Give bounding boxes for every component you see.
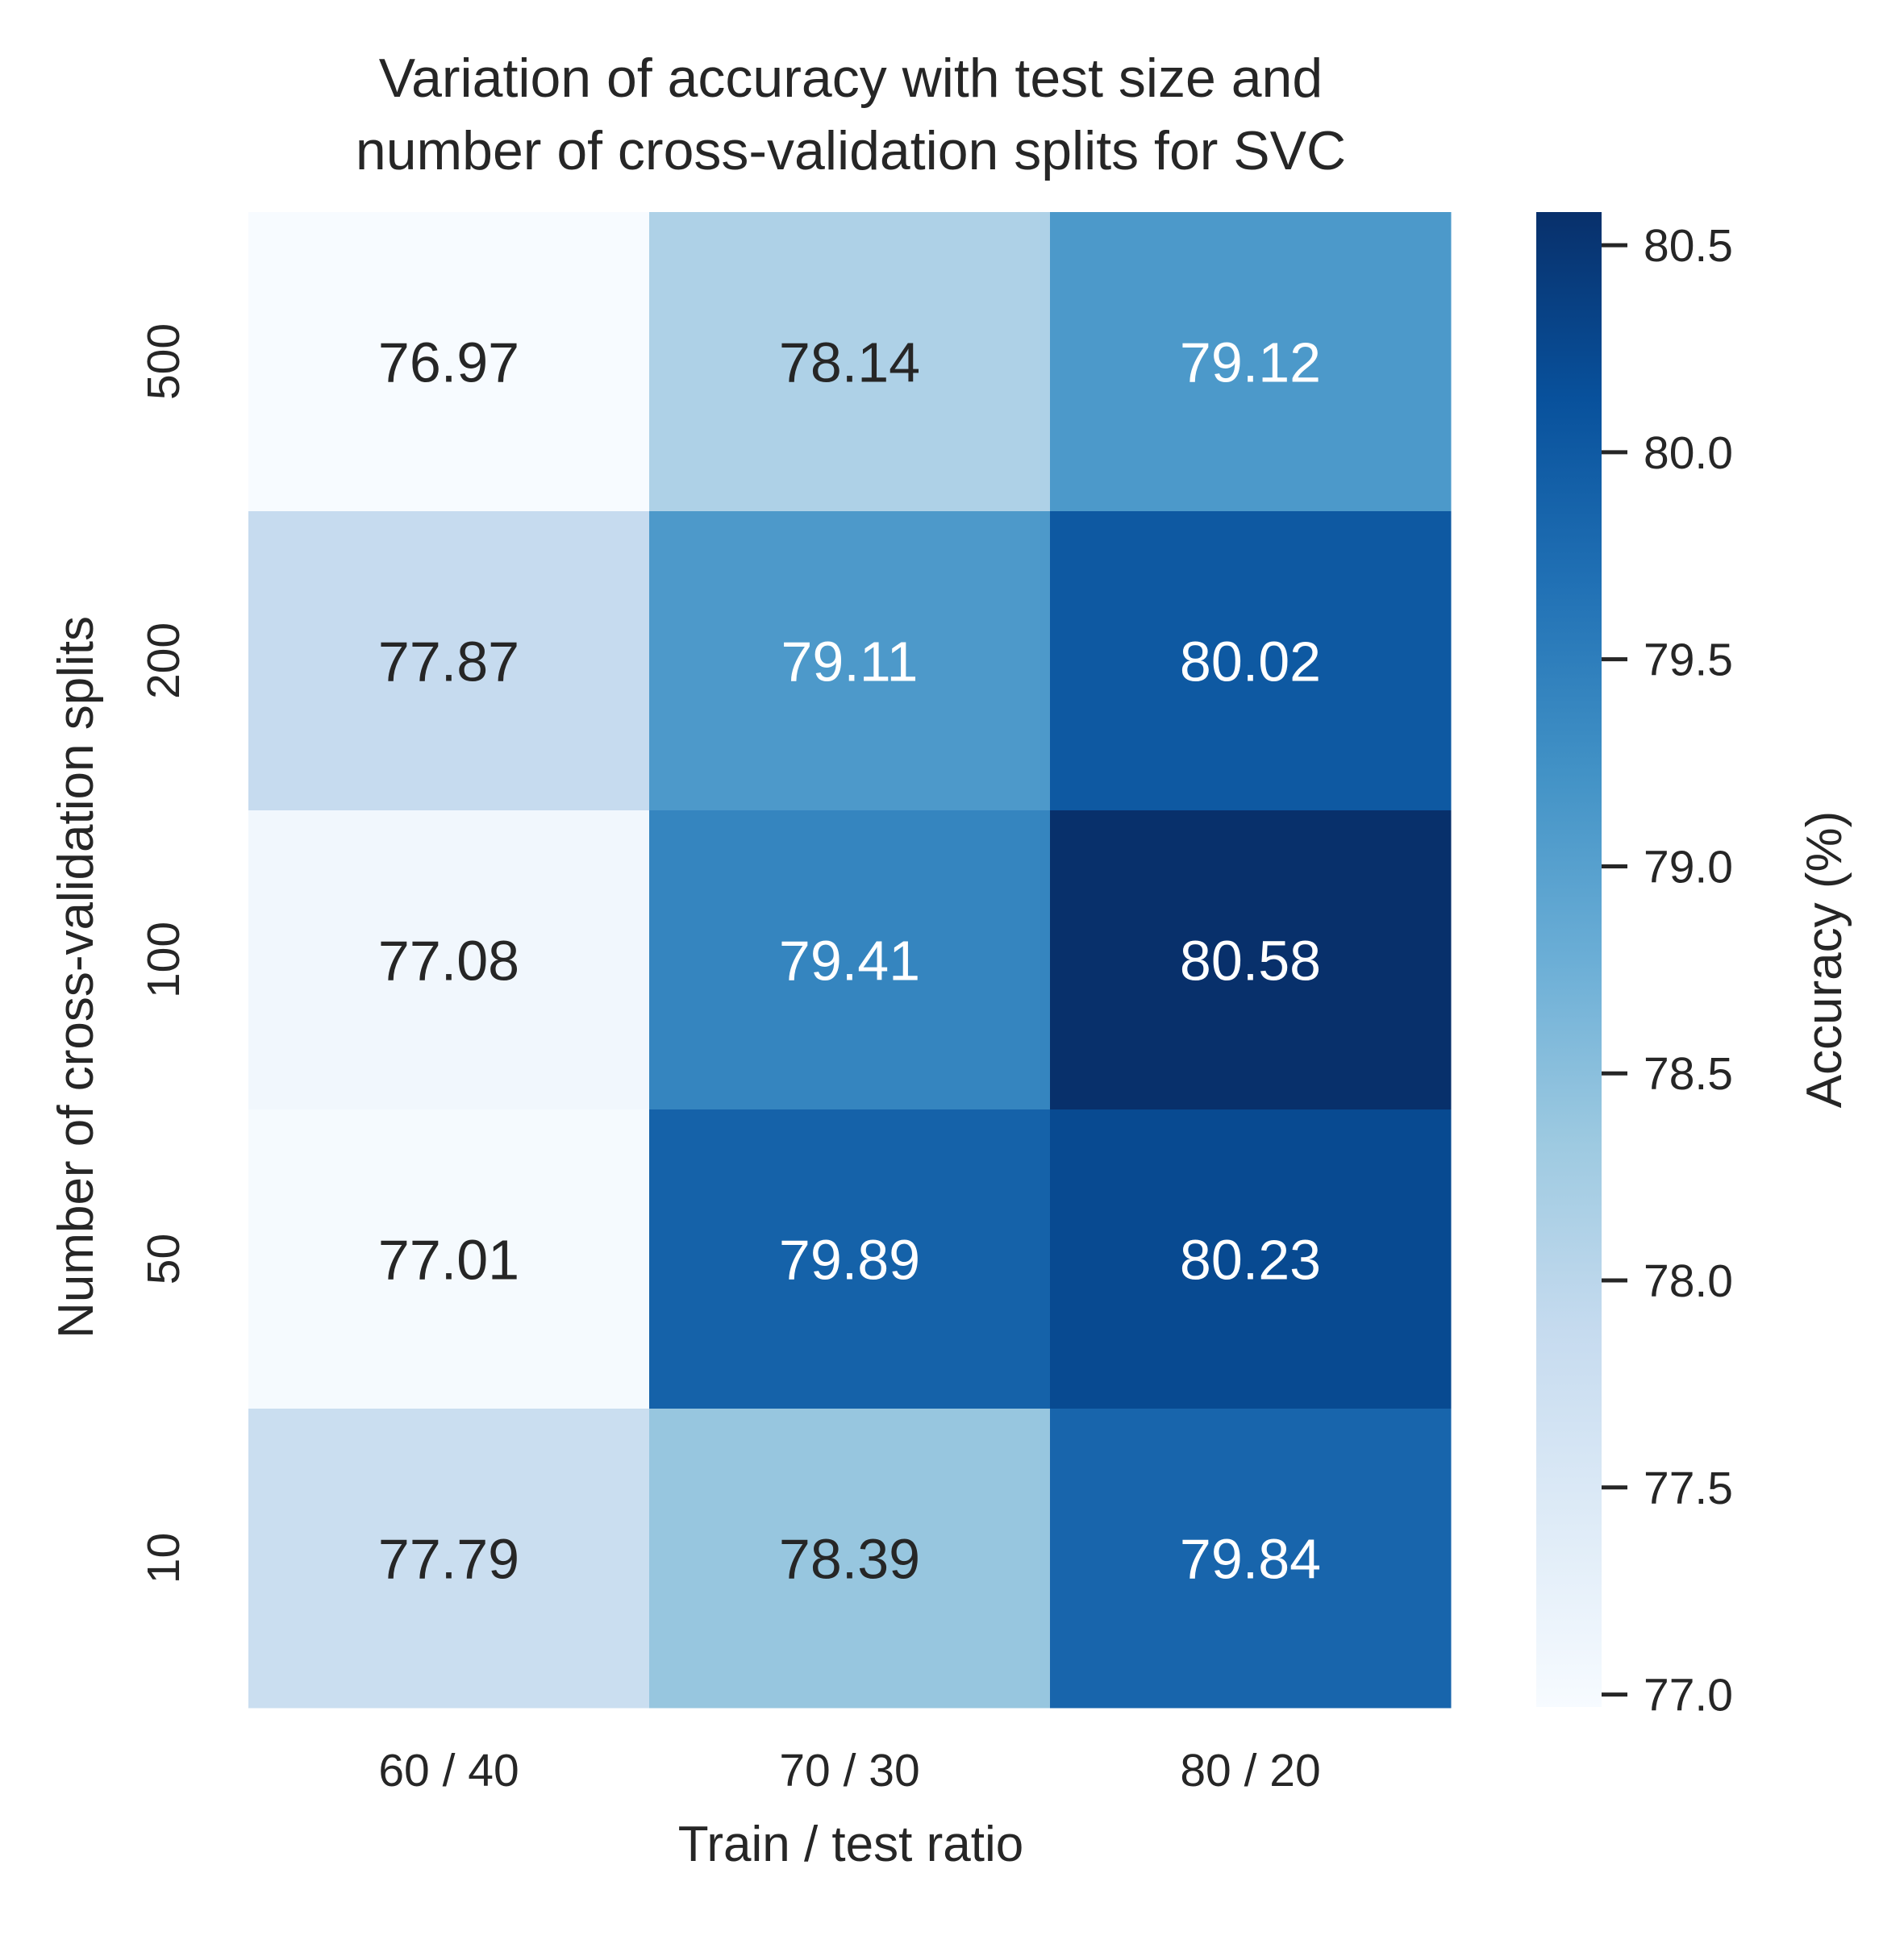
cell-value-label: 79.89 xyxy=(779,1229,920,1292)
x-axis-label: Train / test ratio xyxy=(678,1817,1023,1872)
heatmap-cell xyxy=(248,1409,650,1709)
chart-title-line-1: Variation of accuracy with test size and xyxy=(379,48,1323,109)
colorbar-label: Accuracy (%) xyxy=(1797,811,1852,1109)
cell-value-label: 77.08 xyxy=(378,930,519,993)
chart-title-line-2: number of cross-validation splits for SV… xyxy=(356,120,1346,181)
heatmap-cell xyxy=(649,1409,1051,1709)
cell-value-label: 77.87 xyxy=(378,631,519,693)
cell-value-label: 77.01 xyxy=(378,1229,519,1292)
colorbar-tick-label: 79.5 xyxy=(1644,635,1733,686)
cell-value-label: 78.14 xyxy=(779,331,920,394)
heatmap-cell-labels: 76.97 78.14 79.12 77.87 79.11 80.02 77.08 79.41… xyxy=(378,331,1321,1591)
heatmap-cell xyxy=(248,1109,650,1409)
y-tick-label: 50 xyxy=(138,1234,190,1284)
heatmap-cell xyxy=(649,511,1051,811)
heatmap-cell xyxy=(649,810,1051,1110)
heatmap-cell xyxy=(1050,511,1452,811)
heatmap-cell xyxy=(248,810,650,1110)
heatmap-cells xyxy=(248,212,1452,1709)
heatmap-cell xyxy=(649,212,1051,512)
cell-value-label: 79.11 xyxy=(781,631,919,693)
heatmap-cell xyxy=(1050,810,1452,1110)
colorbar-tick-label: 80.5 xyxy=(1644,220,1733,272)
heatmap-cell xyxy=(248,511,650,811)
x-tick-label: 70 / 30 xyxy=(779,1745,919,1796)
heatmap-cell xyxy=(1050,1109,1452,1409)
heatmap-cell xyxy=(649,1109,1051,1409)
colorbar xyxy=(1536,212,1602,1707)
colorbar-tick-label: 79.0 xyxy=(1644,841,1733,893)
heatmap-cell xyxy=(1050,1409,1452,1709)
cell-value-label: 80.23 xyxy=(1180,1229,1321,1292)
y-axis-label: Number of cross-validation splits xyxy=(48,616,104,1338)
cell-value-label: 80.58 xyxy=(1180,930,1321,993)
cell-value-label: 76.97 xyxy=(378,331,519,394)
y-tick-label: 200 xyxy=(138,622,190,699)
y-tick-labels: 500 200 100 50 10 xyxy=(138,323,190,1584)
colorbar-tick-label: 77.0 xyxy=(1644,1670,1733,1721)
cell-value-label: 79.41 xyxy=(779,930,920,993)
heatmap-cell xyxy=(1050,212,1452,512)
colorbar-ticks: 77.0 77.5 78.0 78.5 79.0 79.5 80.0 80.5 xyxy=(1602,220,1733,1721)
cell-value-label: 79.12 xyxy=(1180,331,1321,394)
x-tick-label: 80 / 20 xyxy=(1180,1745,1320,1796)
colorbar-tick-label: 77.5 xyxy=(1644,1463,1733,1514)
colorbar-tick-label: 78.0 xyxy=(1644,1255,1733,1307)
colorbar-tick-label: 80.0 xyxy=(1644,427,1733,479)
cell-value-label: 78.39 xyxy=(779,1528,920,1591)
x-tick-labels: 60 / 40 70 / 30 80 / 20 xyxy=(378,1745,1320,1796)
y-tick-label: 100 xyxy=(138,922,190,998)
heatmap-cell xyxy=(248,212,650,512)
y-tick-label: 500 xyxy=(138,323,190,400)
colorbar-tick-label: 78.5 xyxy=(1644,1048,1733,1100)
x-tick-label: 60 / 40 xyxy=(378,1745,519,1796)
y-tick-label: 10 xyxy=(138,1533,190,1584)
cell-value-label: 79.84 xyxy=(1180,1528,1321,1591)
cell-value-label: 80.02 xyxy=(1180,631,1321,693)
cell-value-label: 77.79 xyxy=(378,1528,519,1591)
